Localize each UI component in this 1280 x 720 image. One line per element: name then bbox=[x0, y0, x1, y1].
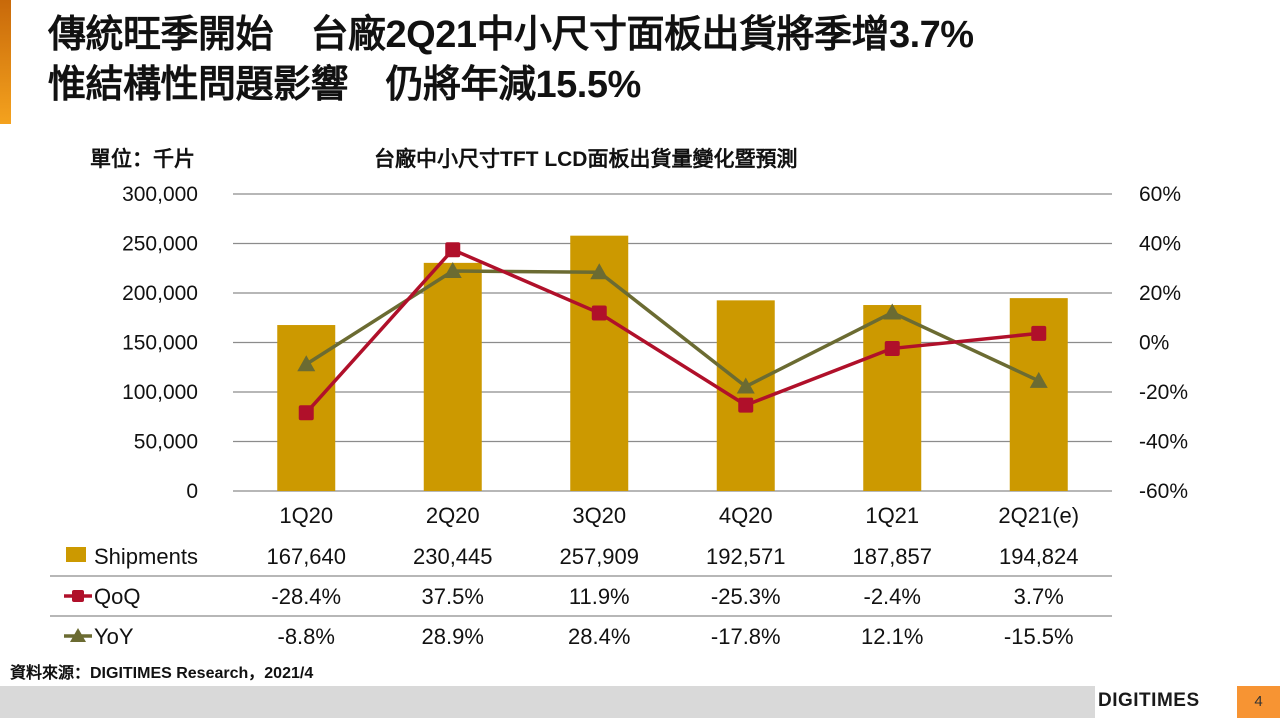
table-cell: -28.4% bbox=[271, 584, 341, 609]
slide-title-line-2: 惟結構性問題影響 仍將年減15.5% bbox=[48, 64, 641, 106]
qoq-legend-marker bbox=[72, 590, 84, 602]
right-axis-tick-label: 40% bbox=[1139, 233, 1181, 256]
right-axis-tick-label: -20% bbox=[1139, 381, 1188, 404]
table-cell: -15.5% bbox=[1004, 624, 1074, 649]
shipments-bars bbox=[277, 235, 1068, 491]
table-cell: 230,445 bbox=[413, 544, 493, 569]
left-axis-tick-label: 50,000 bbox=[134, 431, 198, 454]
gridlines bbox=[233, 193, 1112, 492]
qoq-point bbox=[445, 242, 461, 258]
yoy-point bbox=[297, 355, 316, 372]
yoy-line bbox=[305, 269, 1040, 389]
right-axis-tick-label: 20% bbox=[1139, 282, 1181, 305]
table-cell: 3.7% bbox=[1014, 584, 1064, 609]
yoy-point bbox=[443, 261, 462, 278]
qoq-point bbox=[738, 397, 754, 413]
category-label: 2Q21(e) bbox=[998, 503, 1079, 528]
table-cell: 192,571 bbox=[706, 544, 786, 569]
category-label: 1Q21 bbox=[865, 503, 919, 528]
table-cell: 187,857 bbox=[852, 544, 932, 569]
table-row-label: Shipments bbox=[94, 544, 198, 569]
qoq-line bbox=[304, 247, 1039, 414]
left-axis-tick-label: 0 bbox=[186, 480, 198, 503]
data-table: Shipments 167,640 230,445 257,909 192,571 187… bbox=[50, 544, 1112, 649]
table-cell: 11.9% bbox=[569, 584, 630, 609]
right-axis-tick-label: -60% bbox=[1139, 480, 1188, 503]
growth-lines bbox=[297, 242, 1048, 421]
table-cell: 37.5% bbox=[422, 584, 484, 609]
shipments-bar bbox=[863, 305, 922, 491]
table-cell: 257,909 bbox=[559, 544, 639, 569]
table-cell: 167,640 bbox=[266, 544, 346, 569]
left-axis-tick-label: 300,000 bbox=[122, 183, 198, 206]
yoy-point bbox=[1029, 371, 1048, 388]
title-accent-bar bbox=[0, 0, 11, 124]
shipments-legend-swatch bbox=[66, 547, 86, 562]
table-row-label: QoQ bbox=[94, 584, 140, 609]
category-label: 4Q20 bbox=[719, 503, 773, 528]
footer-band bbox=[0, 686, 1095, 718]
table-cell: -17.8% bbox=[711, 624, 781, 649]
qoq-point bbox=[1031, 325, 1047, 341]
chart-title: 台廠中小尺寸TFT LCD面板出貨量變化暨預測 bbox=[374, 148, 798, 171]
left-axis-tick-label: 150,000 bbox=[122, 332, 198, 355]
table-cell: -8.8% bbox=[278, 624, 335, 649]
yoy-point bbox=[883, 303, 902, 320]
left-axis-tick-label: 100,000 bbox=[122, 381, 198, 404]
left-axis-tick-label: 250,000 bbox=[122, 233, 198, 256]
qoq-point bbox=[298, 405, 314, 421]
slide-title: 傳統旺季開始 台廠2Q21中小尺寸面板出貨將季增3.7% 惟結構性問題影響 仍將… bbox=[48, 10, 1273, 110]
left-axis-tick-label: 200,000 bbox=[122, 282, 198, 305]
digitimes-logo: DIGITIMES bbox=[1098, 690, 1200, 711]
right-axis-tick-label: 0% bbox=[1139, 332, 1169, 355]
table-row-qoq: QoQ -28.4% 37.5% 11.9% -25.3% -2.4% 3.7% bbox=[64, 584, 1064, 609]
unit-label: 單位：千片 bbox=[90, 148, 195, 171]
qoq-point bbox=[884, 340, 900, 356]
yoy-point bbox=[590, 263, 609, 280]
axes: 0 50,000 100,000 150,000 200,000 250,000 300,0… bbox=[122, 183, 1188, 528]
right-axis-tick-label: -40% bbox=[1139, 431, 1188, 454]
table-cell: 194,824 bbox=[999, 544, 1079, 569]
yoy-legend-marker bbox=[70, 628, 86, 642]
table-row-yoy: YoY -8.8% 28.9% 28.4% -17.8% 12.1% -15.5% bbox=[64, 624, 1074, 649]
category-label: 2Q20 bbox=[426, 503, 480, 528]
slide-title-line-1: 傳統旺季開始 台廠2Q21中小尺寸面板出貨將季增3.7% bbox=[48, 14, 974, 56]
category-label: 3Q20 bbox=[572, 503, 626, 528]
table-cell: 28.9% bbox=[422, 624, 484, 649]
category-label: 1Q20 bbox=[279, 503, 333, 528]
shipments-bar bbox=[716, 300, 775, 491]
table-row-label: YoY bbox=[94, 624, 134, 649]
table-row-shipments: Shipments 167,640 230,445 257,909 192,571 187… bbox=[66, 544, 1079, 569]
table-cell: 28.4% bbox=[568, 624, 630, 649]
table-cell: -2.4% bbox=[864, 584, 921, 609]
page-number: 4 bbox=[1237, 686, 1280, 718]
yoy-point bbox=[736, 377, 755, 394]
right-axis-tick-label: 60% bbox=[1139, 183, 1181, 206]
table-cell: -25.3% bbox=[711, 584, 781, 609]
table-cell: 12.1% bbox=[861, 624, 923, 649]
source-note: 資料來源：DIGITIMES Research，2021/4 bbox=[10, 665, 314, 682]
shipments-bar bbox=[423, 262, 482, 491]
qoq-point bbox=[591, 305, 607, 321]
